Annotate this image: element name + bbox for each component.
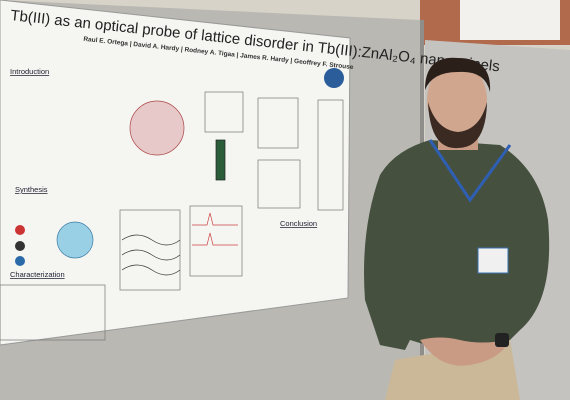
- section-heading: Introduction: [10, 67, 49, 76]
- section-heading: Synthesis: [15, 185, 48, 194]
- beard: [428, 102, 487, 149]
- logo: [324, 68, 344, 88]
- shirt: [364, 140, 550, 355]
- person: [364, 57, 550, 400]
- watch: [495, 333, 509, 347]
- hands: [420, 337, 510, 366]
- badge: [477, 247, 509, 274]
- poster: [0, 0, 351, 346]
- section-heading: Conclusion: [280, 219, 317, 228]
- hair: [425, 57, 491, 92]
- section-heading: Characterization: [10, 270, 65, 279]
- lanyard: [428, 139, 512, 203]
- poster-figures: [0, 91, 344, 341]
- window: [460, 0, 560, 40]
- face: [427, 62, 487, 138]
